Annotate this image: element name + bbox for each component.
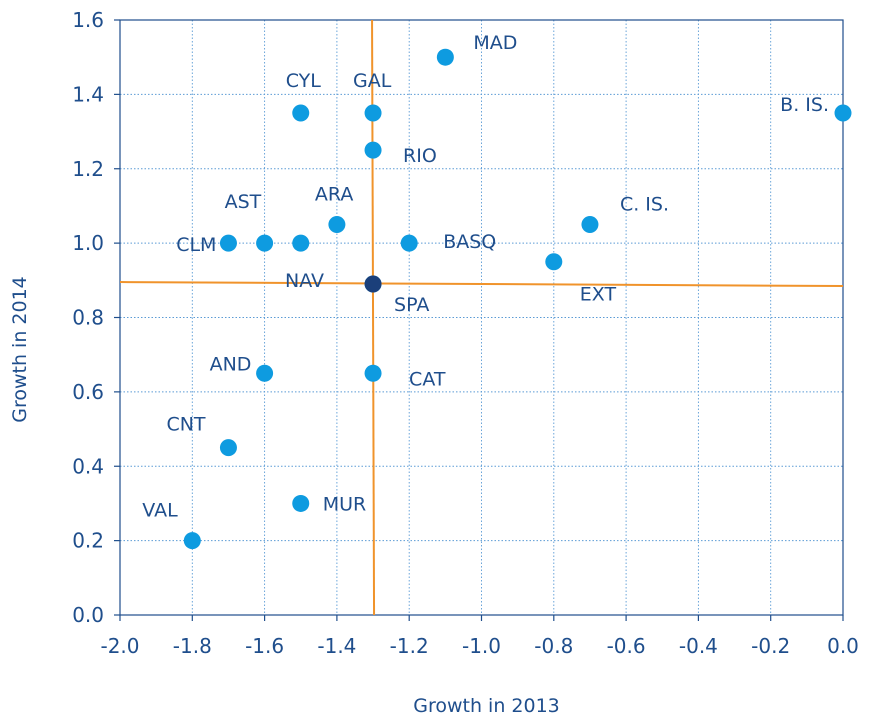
data-point xyxy=(292,234,310,252)
data-point xyxy=(364,104,382,122)
point-label: MUR xyxy=(323,493,367,515)
point-label: EXT xyxy=(580,284,617,306)
data-point xyxy=(328,216,346,234)
grid-lines xyxy=(120,20,843,615)
y-tick-label: 0.2 xyxy=(72,529,104,553)
x-tick-label: 0.0 xyxy=(827,634,859,658)
y-tick-label: 1.2 xyxy=(72,157,104,181)
data-point xyxy=(545,253,563,271)
x-axis-label: Growth in 2013 xyxy=(413,695,560,717)
data-point xyxy=(292,494,310,512)
data-point xyxy=(183,532,201,550)
x-tick-label: -1.6 xyxy=(245,634,284,658)
y-tick-label: 0.8 xyxy=(72,306,104,330)
point-label: BASQ xyxy=(443,231,496,253)
point-label: CAT xyxy=(409,368,446,390)
x-tick-label: -0.6 xyxy=(607,634,646,658)
x-tick-label: -1.8 xyxy=(173,634,212,658)
point-label: CNT xyxy=(166,414,205,436)
point-labels: MAD CYL GAL B. IS. RIO ARA AST CLM BASQ C. IS. EXT… xyxy=(142,32,829,521)
point-label: ARA xyxy=(315,184,353,206)
point-label: CYL xyxy=(286,70,322,92)
point-label: NAV xyxy=(285,270,324,292)
x-axis-ticks: -2.0 -1.8 -1.6 -1.4 -1.2 -1.0 -0.8 -0.6 -0.4 -0.2… xyxy=(100,615,859,658)
point-label: RIO xyxy=(403,145,437,167)
point-label: B. IS. xyxy=(780,94,829,116)
y-tick-label: 1.6 xyxy=(72,8,104,32)
x-tick-label: -1.0 xyxy=(462,634,501,658)
point-label: C. IS. xyxy=(620,194,669,216)
y-axis-label: Growth in 2014 xyxy=(9,276,31,423)
data-point xyxy=(219,439,237,457)
x-tick-label: -0.4 xyxy=(679,634,718,658)
data-points xyxy=(183,48,852,550)
point-label: CLM xyxy=(176,234,216,256)
point-label: VAL xyxy=(142,500,178,522)
data-point xyxy=(581,216,599,234)
point-label: SPA xyxy=(394,294,429,316)
y-tick-label: 1.0 xyxy=(72,231,104,255)
y-axis-ticks: 0.0 0.2 0.4 0.6 0.8 1.0 1.2 1.4 1.6 xyxy=(72,8,120,627)
data-point xyxy=(292,104,310,122)
y-tick-label: 0.0 xyxy=(72,603,104,627)
data-point xyxy=(256,364,274,382)
y-tick-label: 0.6 xyxy=(72,380,104,404)
point-label: AND xyxy=(210,353,252,375)
data-point xyxy=(364,275,382,293)
data-point xyxy=(364,364,382,382)
data-point xyxy=(834,104,852,122)
x-tick-label: -0.8 xyxy=(534,634,573,658)
x-tick-label: -1.4 xyxy=(317,634,356,658)
point-label: GAL xyxy=(353,70,392,92)
x-tick-label: -1.2 xyxy=(390,634,429,658)
data-point xyxy=(219,234,237,252)
point-label: AST xyxy=(225,191,262,213)
y-tick-label: 1.4 xyxy=(72,82,104,106)
data-point xyxy=(400,234,418,252)
x-tick-label: -0.2 xyxy=(751,634,790,658)
data-point xyxy=(364,141,382,159)
reference-line-horizontal xyxy=(119,281,844,288)
point-label: MAD xyxy=(473,32,517,54)
x-tick-label: -2.0 xyxy=(100,634,139,658)
y-tick-label: 0.4 xyxy=(72,454,104,478)
data-point xyxy=(256,234,274,252)
data-point xyxy=(436,48,454,66)
